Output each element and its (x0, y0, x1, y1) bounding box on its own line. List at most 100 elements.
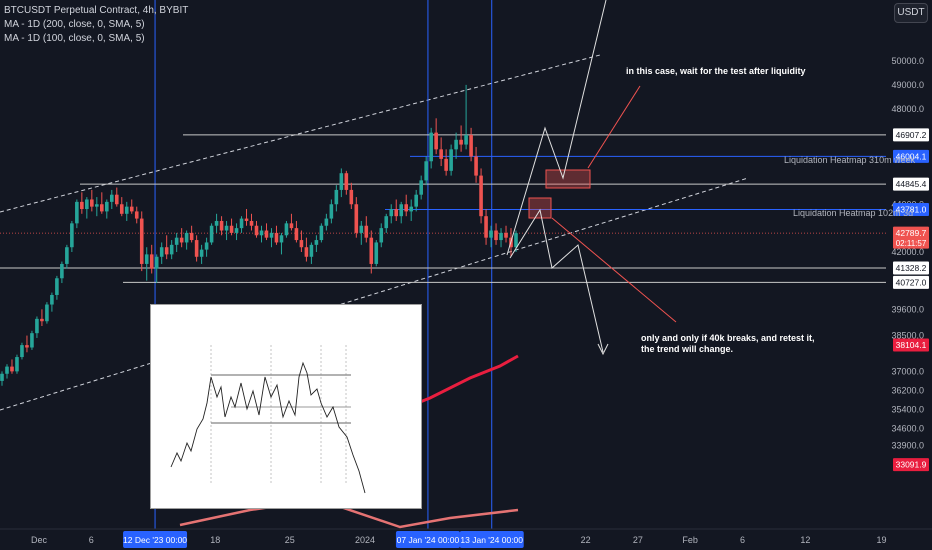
candle-body[interactable] (284, 223, 289, 236)
candle-body[interactable] (134, 211, 139, 219)
candle-body[interactable] (159, 247, 164, 257)
ma-100-line[interactable] (179, 498, 519, 529)
candle-body[interactable] (65, 247, 69, 264)
candle-body[interactable] (259, 230, 264, 236)
candle-body[interactable] (329, 204, 334, 219)
bearish-projection-path[interactable] (509, 208, 604, 353)
candle-body[interactable] (319, 225, 324, 241)
candle-body[interactable] (479, 175, 483, 217)
candle-body[interactable] (394, 209, 399, 217)
candle-body[interactable] (429, 132, 433, 162)
candle-body[interactable] (50, 294, 54, 305)
candle-body[interactable] (384, 216, 389, 229)
candle-body[interactable] (254, 225, 259, 236)
candle-body[interactable] (25, 345, 29, 348)
candle-body[interactable] (464, 135, 468, 145)
candle-body[interactable] (15, 357, 19, 372)
candle-body[interactable] (404, 204, 409, 212)
candle-body[interactable] (369, 237, 374, 264)
candle-body[interactable] (70, 223, 74, 248)
candle-body[interactable] (189, 232, 194, 241)
candle-body[interactable] (194, 240, 199, 257)
level-badge-1[interactable] (893, 149, 929, 163)
channel-upper-line[interactable] (0, 54, 601, 213)
candle-body[interactable] (0, 373, 4, 381)
top-note-pointer[interactable] (587, 85, 641, 169)
candle-body[interactable] (339, 173, 344, 190)
ma-100-legend[interactable]: MA - 1D (100, close, 0, SMA, 5) (4, 33, 145, 44)
candle-body[interactable] (224, 225, 229, 231)
price-badge-1[interactable] (893, 338, 929, 352)
candle-body[interactable] (80, 201, 84, 210)
candle-body[interactable] (269, 232, 274, 238)
candle-body[interactable] (124, 206, 129, 214)
candle-body[interactable] (199, 249, 204, 257)
candle-body[interactable] (334, 189, 339, 205)
candle-body[interactable] (309, 244, 314, 257)
channel-lower-line[interactable] (0, 177, 749, 411)
candle-body[interactable] (219, 220, 224, 231)
candle-body[interactable] (184, 232, 189, 243)
candle-body[interactable] (249, 220, 254, 226)
candle-body[interactable] (274, 232, 279, 243)
candle-body[interactable] (85, 199, 89, 210)
candle-body[interactable] (419, 180, 423, 195)
candle-body[interactable] (104, 201, 109, 212)
candle-body[interactable] (294, 228, 299, 241)
candle-body[interactable] (359, 225, 364, 233)
candle-body[interactable] (20, 345, 24, 358)
candle-body[interactable] (45, 304, 49, 322)
candle-body[interactable] (229, 225, 234, 233)
candle-body[interactable] (204, 242, 209, 250)
candle-body[interactable] (399, 204, 404, 217)
candle-body[interactable] (374, 242, 379, 264)
candle-body[interactable] (214, 220, 219, 226)
candle-body[interactable] (139, 218, 144, 264)
candle-body[interactable] (174, 237, 179, 245)
candle-body[interactable] (149, 254, 154, 269)
candle-body[interactable] (244, 218, 249, 221)
candle-body[interactable] (499, 232, 503, 241)
ma-200-legend[interactable]: MA - 1D (200, close, 0, SMA, 5) (4, 19, 145, 30)
candle-body[interactable] (494, 230, 498, 241)
candle-body[interactable] (10, 366, 14, 372)
candle-body[interactable] (289, 223, 294, 229)
candle-body[interactable] (154, 256, 159, 269)
candle-body[interactable] (114, 194, 119, 205)
candle-body[interactable] (239, 218, 244, 229)
candle-body[interactable] (109, 194, 114, 202)
candle-body[interactable] (209, 225, 214, 243)
candle-body[interactable] (324, 218, 329, 226)
candle-body[interactable] (314, 240, 319, 245)
candle-body[interactable] (514, 233, 518, 248)
candle-body[interactable] (459, 139, 463, 145)
bottom-note-pointer[interactable] (551, 217, 677, 323)
time-badge-0[interactable] (123, 531, 188, 548)
candle-body[interactable] (234, 228, 239, 233)
candle-body[interactable] (60, 263, 64, 279)
candle-body[interactable] (439, 149, 443, 159)
candle-body[interactable] (409, 206, 414, 212)
time-badge-2[interactable] (459, 531, 524, 548)
candle-body[interactable] (279, 235, 284, 243)
candle-body[interactable] (379, 228, 384, 243)
candle-body[interactable] (489, 230, 493, 238)
candle-body[interactable] (434, 132, 438, 150)
candle-body[interactable] (129, 206, 134, 212)
candle-body[interactable] (474, 156, 478, 176)
candle-body[interactable] (30, 333, 34, 348)
level-badge-3[interactable] (893, 202, 929, 216)
candle-body[interactable] (444, 158, 448, 171)
candle-body[interactable] (264, 230, 269, 238)
time-badge-1[interactable] (395, 531, 460, 548)
level-badge-4[interactable] (893, 261, 929, 275)
candle-body[interactable] (90, 199, 94, 207)
currency-button[interactable]: USDT (894, 3, 928, 23)
candle-body[interactable] (144, 254, 149, 264)
candle-body[interactable] (449, 149, 453, 171)
candle-body[interactable] (389, 209, 394, 217)
bullish-projection-path[interactable] (506, 0, 607, 256)
candle-body[interactable] (75, 201, 79, 224)
price-badge-2[interactable] (893, 458, 929, 472)
price-badge-0[interactable] (893, 226, 929, 249)
